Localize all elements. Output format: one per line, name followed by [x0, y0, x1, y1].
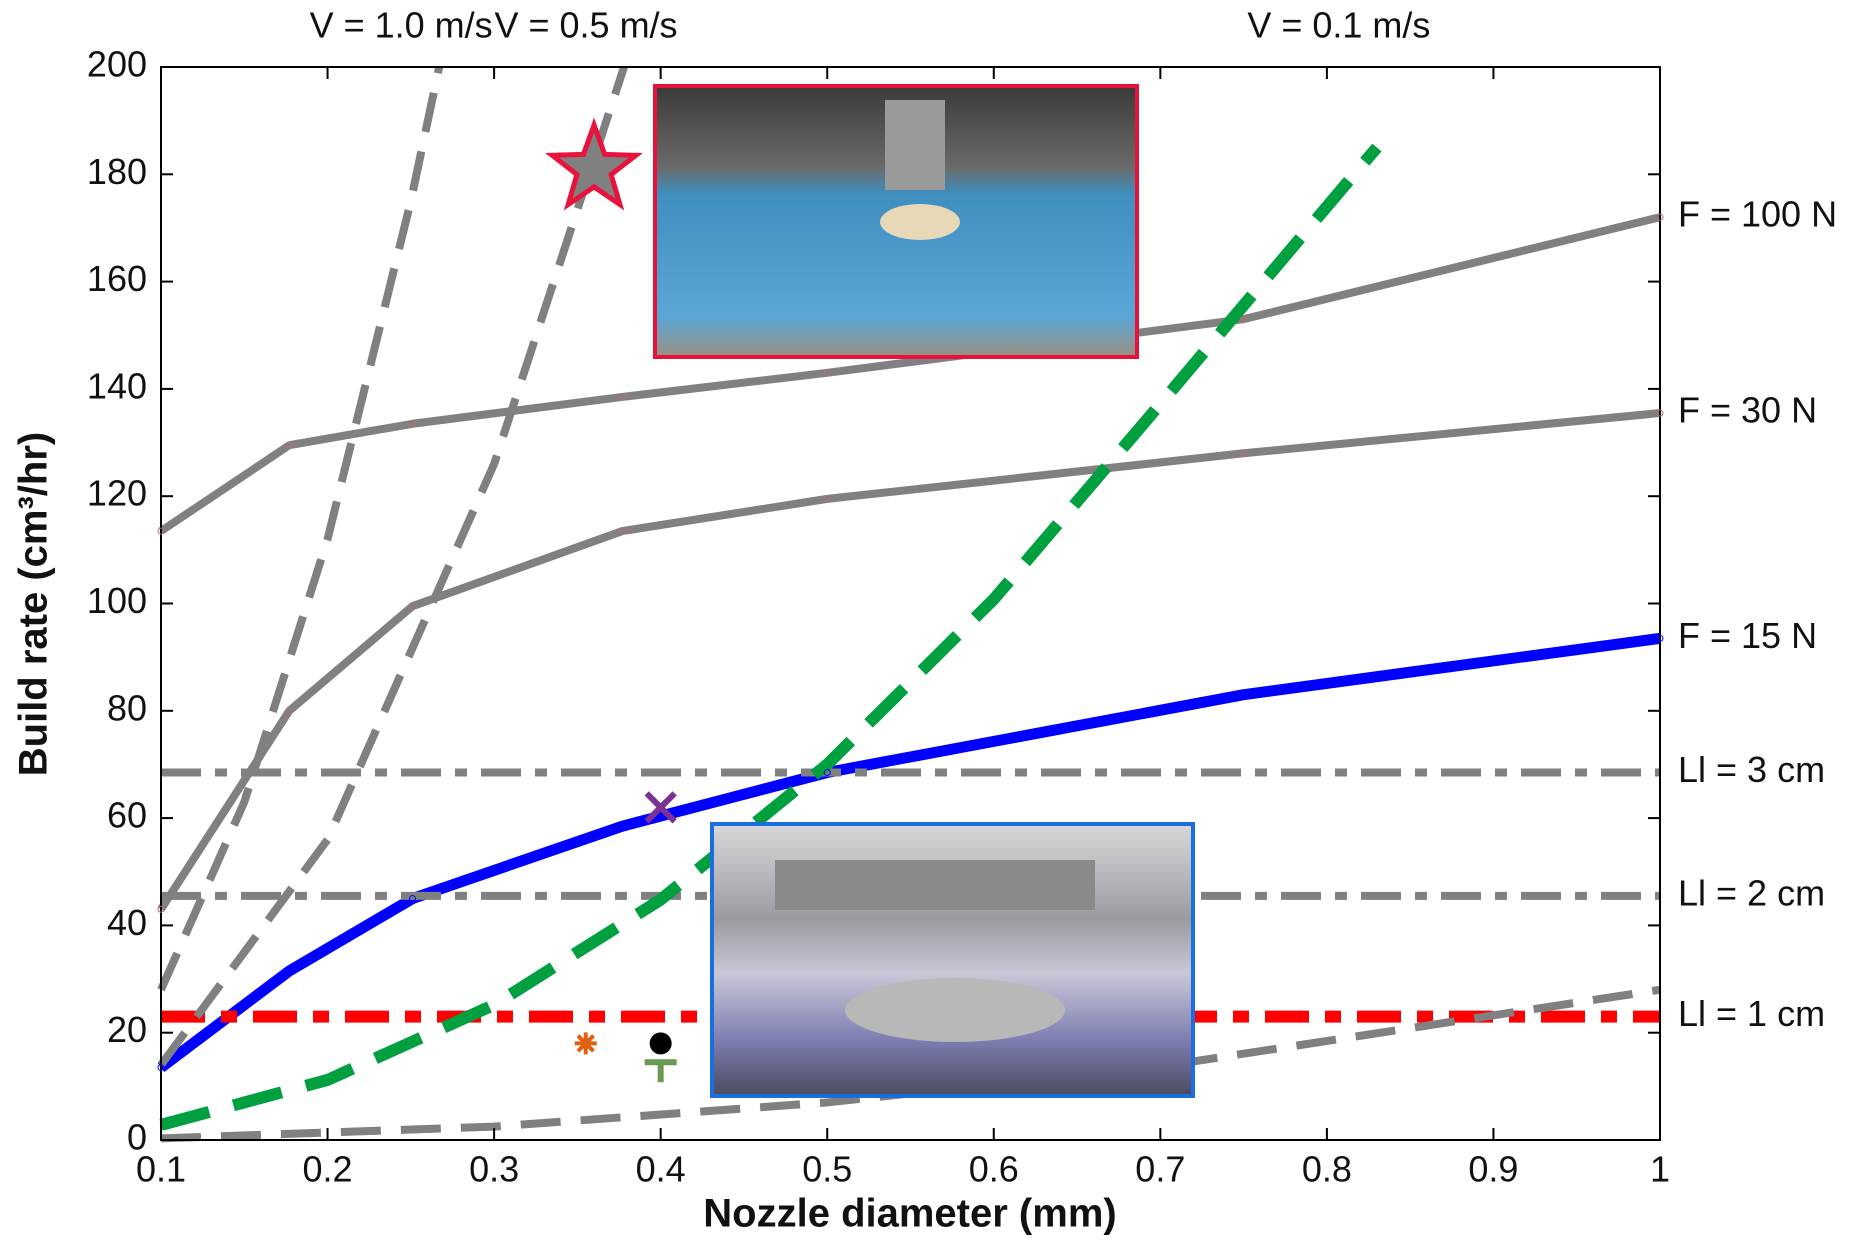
series-point: [157, 527, 165, 535]
series-point: [285, 441, 293, 449]
y-tick-label: 20: [107, 1009, 147, 1050]
series-point: [1240, 691, 1248, 699]
series-point: [1240, 315, 1248, 323]
x-axis-title: Nozzle diameter (mm): [703, 1192, 1116, 1236]
series-point: [823, 768, 831, 776]
inset-photo-top: [653, 84, 1139, 359]
series-line: [159, 143, 1382, 1131]
series-line: [157, 67, 444, 992]
photo-part: [885, 100, 945, 190]
series-point: [157, 905, 165, 913]
series-label: V = 1.0 m/s: [310, 5, 493, 46]
series-point: [285, 967, 293, 975]
photo-part: [880, 204, 960, 240]
series-point: [1240, 449, 1248, 457]
series-point: [618, 393, 626, 401]
series-line: [160, 985, 1661, 1143]
marker-asterisk: [574, 1032, 597, 1055]
series-point: [408, 420, 416, 428]
y-tick-label: 200: [87, 44, 147, 85]
y-axis-title: Build rate (cm³/hr): [12, 432, 56, 776]
y-tick-label: 160: [87, 258, 147, 299]
series-point: [823, 369, 831, 377]
series-point: [157, 1064, 165, 1072]
marker-plus: [644, 1059, 677, 1083]
x-tick-label: 0.6: [969, 1149, 1019, 1190]
y-tick-label: 80: [107, 687, 147, 728]
x-tick-label: 0.7: [1135, 1149, 1185, 1190]
x-tick-label: 0.8: [1302, 1149, 1352, 1190]
photo-part: [775, 860, 1095, 910]
marker-dot: [649, 1032, 672, 1055]
series-point: [823, 495, 831, 503]
x-tick-label: 0.1: [136, 1149, 186, 1190]
x-tick-label: 0.5: [802, 1149, 852, 1190]
series-label: Ll = 2 cm: [1678, 872, 1825, 913]
marker-star: [545, 117, 643, 211]
series-point: [285, 707, 293, 715]
marker-cross: [644, 791, 677, 824]
series-point: [1656, 409, 1664, 417]
series-label: Ll = 1 cm: [1678, 993, 1825, 1034]
series-point: [408, 602, 416, 610]
x-tick-label: 1: [1650, 1149, 1670, 1190]
series-line: [158, 213, 1661, 535]
series-label: V = 0.5 m/s: [494, 5, 677, 46]
series-label: F = 15 N: [1678, 615, 1817, 656]
x-tick-label: 0.2: [303, 1149, 353, 1190]
series-label: F = 30 N: [1678, 390, 1817, 431]
series-label: F = 100 N: [1678, 194, 1837, 235]
series-line: [157, 409, 1661, 912]
series-line: [157, 632, 1661, 1072]
y-tick-label: 60: [107, 795, 147, 836]
series-point: [1656, 634, 1664, 642]
y-tick-label: 100: [87, 580, 147, 621]
inset-photo-bottom: [710, 822, 1195, 1098]
series-point: [618, 822, 626, 830]
y-tick-label: 140: [87, 365, 147, 406]
series-point: [618, 527, 626, 535]
plot-area: [157, 67, 1661, 1143]
y-tick-label: 120: [87, 473, 147, 514]
series-label: Ll = 3 cm: [1678, 749, 1825, 790]
series-point: [1656, 213, 1664, 221]
x-tick-label: 0.9: [1468, 1149, 1518, 1190]
x-tick-label: 0.3: [469, 1149, 519, 1190]
y-tick-label: 180: [87, 151, 147, 192]
y-tick-label: 40: [107, 902, 147, 943]
x-tick-label: 0.4: [636, 1149, 686, 1190]
y-tick-label: 0: [127, 1117, 147, 1158]
series-point: [408, 895, 416, 903]
photo-part: [845, 978, 1065, 1042]
series-label: V = 0.1 m/s: [1247, 5, 1430, 46]
series-line: [157, 67, 628, 1068]
